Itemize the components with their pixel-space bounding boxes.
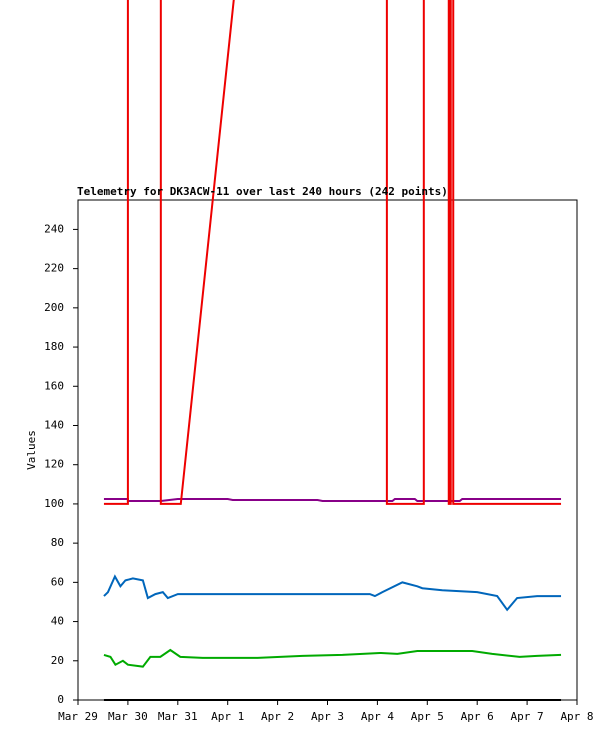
series-line xyxy=(103,574,562,612)
x-tick-label: Apr 1 xyxy=(211,710,244,723)
x-tick-label: Apr 8 xyxy=(560,710,593,723)
x-tick-label: Apr 7 xyxy=(511,710,544,723)
series-line xyxy=(103,498,562,502)
y-tick-label: 60 xyxy=(51,575,64,588)
y-tick-label: 140 xyxy=(44,418,64,431)
x-tick-label: Apr 5 xyxy=(411,710,444,723)
series-layer xyxy=(103,0,562,701)
x-tick-label: Apr 4 xyxy=(361,710,394,723)
x-tick-label: Mar 29 xyxy=(58,710,98,723)
x-tick-label: Apr 2 xyxy=(261,710,294,723)
y-axis-label: Values xyxy=(25,430,38,470)
x-tick-label: Mar 31 xyxy=(158,710,198,723)
chart-title: Telemetry for DK3ACW-11 over last 240 ho… xyxy=(77,185,448,198)
series-line xyxy=(103,0,562,505)
series-line xyxy=(103,648,562,668)
x-tick-label: Apr 6 xyxy=(461,710,494,723)
y-tick-label: 240 xyxy=(44,222,64,235)
y-tick-label: 0 xyxy=(57,693,64,706)
y-tick-label: 220 xyxy=(44,262,64,275)
x-tick-label: Mar 30 xyxy=(108,710,148,723)
y-tick-label: 180 xyxy=(44,340,64,353)
y-tick-label: 160 xyxy=(44,379,64,392)
y-tick-label: 100 xyxy=(44,497,64,510)
plot-frame xyxy=(77,199,578,701)
y-tick-label: 40 xyxy=(51,615,64,628)
y-tick-label: 20 xyxy=(51,654,64,667)
y-tick-label: 120 xyxy=(44,458,64,471)
x-tick-label: Apr 3 xyxy=(311,710,344,723)
y-tick-label: 200 xyxy=(44,301,64,314)
y-tick-label: 80 xyxy=(51,536,64,549)
